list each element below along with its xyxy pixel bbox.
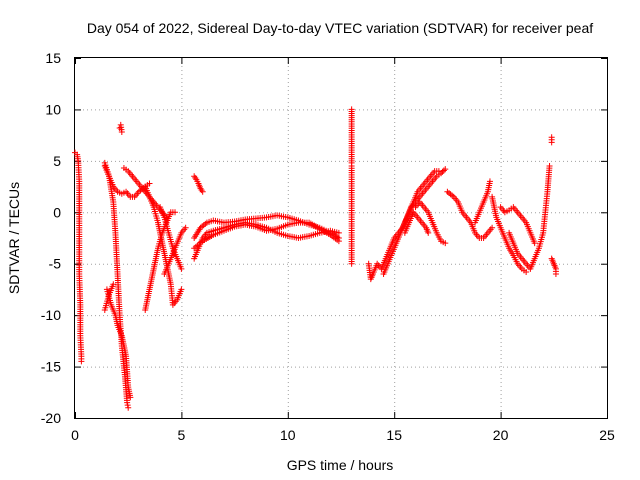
data-point bbox=[335, 229, 342, 236]
y-tick-label: -5 bbox=[49, 256, 62, 272]
y-tick-label: 5 bbox=[53, 153, 61, 169]
x-tick-label: 5 bbox=[178, 427, 186, 443]
y-axis-label: SDTVAR / TECUs bbox=[6, 182, 22, 294]
data-point bbox=[127, 394, 134, 401]
data-point bbox=[531, 240, 538, 247]
data-point bbox=[442, 166, 449, 173]
data-point bbox=[125, 404, 132, 411]
data-point bbox=[178, 265, 185, 272]
data-point bbox=[78, 358, 85, 365]
plot-area-frame bbox=[74, 57, 608, 419]
data-point bbox=[124, 402, 131, 409]
x-tick-label: 25 bbox=[599, 427, 615, 443]
data-point bbox=[546, 163, 553, 169]
x-tick-labels: 0 5 10 15 20 25 bbox=[71, 427, 615, 443]
x-tick-label: 10 bbox=[280, 427, 296, 443]
data-point bbox=[489, 224, 496, 231]
chart-title: Day 054 of 2022, Sidereal Day-to-day VTE… bbox=[87, 20, 593, 36]
y-tick-label: -10 bbox=[41, 307, 61, 323]
data-point bbox=[523, 268, 530, 275]
data-point bbox=[440, 167, 447, 174]
x-tick-label: 0 bbox=[71, 427, 79, 443]
data-point bbox=[439, 168, 446, 175]
data-point bbox=[172, 209, 179, 216]
data-point bbox=[118, 129, 125, 136]
data-point bbox=[110, 281, 117, 288]
data-point bbox=[348, 260, 355, 267]
y-tick-label: -20 bbox=[41, 410, 61, 426]
y-tick-label: 15 bbox=[45, 50, 61, 66]
data-point bbox=[442, 240, 449, 247]
data-point bbox=[438, 170, 445, 177]
data-point bbox=[178, 286, 185, 293]
data-point bbox=[486, 178, 493, 185]
data-point bbox=[552, 271, 559, 277]
data-point bbox=[199, 188, 206, 195]
y-tick-labels: -20 -15 -10 -5 0 5 10 15 bbox=[41, 50, 61, 426]
data-point bbox=[425, 229, 432, 236]
data-point bbox=[548, 139, 555, 146]
y-tick-label: 10 bbox=[45, 101, 61, 117]
x-tick-label: 20 bbox=[493, 427, 509, 443]
x-axis-label: GPS time / hours bbox=[287, 457, 394, 473]
data-point bbox=[182, 224, 189, 231]
data-point bbox=[335, 238, 342, 245]
chart-ticks bbox=[75, 58, 608, 419]
data-point bbox=[124, 399, 131, 406]
data-point bbox=[146, 180, 153, 187]
y-tick-label: -15 bbox=[41, 359, 61, 375]
x-tick-label: 15 bbox=[386, 427, 402, 443]
y-tick-label: 0 bbox=[53, 204, 61, 220]
scatter-series bbox=[72, 106, 559, 411]
